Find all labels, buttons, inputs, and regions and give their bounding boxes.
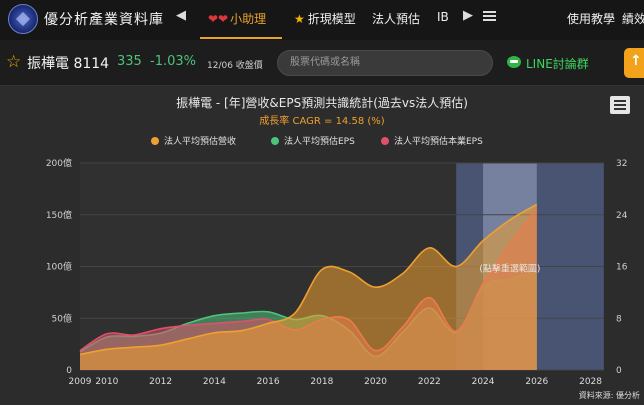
nav-item-label: 折現模型 — [307, 12, 356, 26]
chart-menu-icon[interactable] — [610, 96, 630, 114]
nav-next-arrow-icon[interactable]: ▶ — [463, 8, 473, 23]
x-tick-label: 2028 — [579, 377, 602, 387]
y-left-tick-label: 100億 — [46, 261, 72, 273]
stock-search-input[interactable]: 股票代碼或名稱 — [277, 50, 493, 76]
data-source-label: 資料來源: 優分析 — [579, 390, 640, 400]
x-tick-label: 2010 — [95, 377, 118, 387]
site-logo[interactable] — [8, 4, 38, 34]
selection-hint-label: (點擊重選範圍) — [479, 263, 540, 275]
legend-marker[interactable] — [271, 137, 279, 145]
nav-item-performance[interactable]: 績效 — [622, 12, 644, 26]
stock-name-code: 振樺電 8114 — [27, 56, 110, 72]
top-navigation-bar: 優分析產業資料庫 ◀ ❤❤ 小助理 ★ 折現模型 法人預估 IB ▶ 使用教學 績效 — [0, 0, 644, 40]
stock-change-percent: -1.03% — [150, 54, 196, 69]
arrow-up-icon: ↑ — [630, 53, 642, 69]
stock-price: 335 — [117, 54, 142, 69]
x-tick-label: 2016 — [257, 377, 280, 387]
star-icon: ★ — [294, 12, 305, 26]
y-left-tick-label: 150億 — [46, 209, 72, 221]
nav-item-analyst-forecast[interactable]: 法人預估 — [372, 12, 421, 26]
x-tick-label: 2022 — [418, 377, 441, 387]
y-right-tick-label: 32 — [616, 159, 627, 169]
chart-subtitle: 成長率 CAGR = 14.58 (%) — [259, 116, 385, 127]
x-tick-label: 2026 — [525, 377, 548, 387]
legend-marker[interactable] — [151, 137, 159, 145]
y-right-tick-label: 0 — [616, 366, 622, 376]
heart-icon: ❤❤ — [208, 12, 229, 26]
nav-item-tutorial[interactable]: 使用教學 — [567, 12, 616, 26]
legend-label[interactable]: 法人平均預估營收 — [164, 135, 236, 147]
revenue-eps-chart[interactable]: 0 0 50億 8 100億 16 150億 24 200億 32 2009 2010 2012 2014… — [0, 86, 644, 405]
y-right-tick-label: 16 — [616, 263, 628, 273]
x-tick-label: 2020 — [364, 377, 387, 387]
y-right-tick-label: 8 — [616, 314, 622, 324]
series-line-0[interactable] — [79, 203, 538, 356]
favorite-star-icon[interactable]: ☆ — [6, 52, 22, 72]
nav-prev-arrow-icon[interactable]: ◀ — [176, 8, 186, 23]
y-left-tick-label: 0 — [66, 366, 72, 376]
legend-label[interactable]: 法人平均預估EPS — [284, 135, 355, 147]
y-right-tick-label: 24 — [616, 211, 628, 221]
active-nav-underline — [200, 37, 282, 39]
y-left-tick-label: 200億 — [46, 157, 72, 169]
x-tick-label: 2009 — [69, 377, 92, 387]
y-left-tick-label: 50億 — [52, 312, 72, 324]
scroll-top-button[interactable]: ↑ — [624, 48, 644, 78]
x-tick-label: 2024 — [472, 377, 495, 387]
x-tick-label: 2018 — [310, 377, 333, 387]
nav-item-dcf-model[interactable]: ★ 折現模型 — [294, 10, 356, 27]
chart-title: 振樺電 - [年]營收&EPS預測共識統計(過去vs法人預估) — [176, 96, 468, 110]
line-group-link[interactable]: LINE討論群 — [526, 57, 589, 71]
hamburger-menu-icon[interactable] — [483, 11, 496, 21]
series-area-0 — [80, 204, 537, 370]
nav-item-assistant[interactable]: ❤❤ 小助理 — [208, 10, 266, 27]
stock-info-bar: ☆ 振樺電 8114 335 -1.03% 12/06 收盤價 股票代碼或名稱 … — [0, 40, 644, 86]
x-tick-label: 2012 — [149, 377, 172, 387]
stock-close-date: 12/06 收盤價 — [207, 61, 263, 71]
legend-label[interactable]: 法人平均預估本業EPS — [394, 135, 483, 147]
x-tick-label: 2014 — [203, 377, 226, 387]
nav-item-label: 小助理 — [230, 12, 267, 26]
site-title[interactable]: 優分析產業資料庫 — [44, 12, 164, 28]
legend-marker[interactable] — [381, 137, 389, 145]
nav-item-ib[interactable]: IB — [437, 10, 449, 24]
line-app-icon[interactable] — [507, 56, 521, 68]
